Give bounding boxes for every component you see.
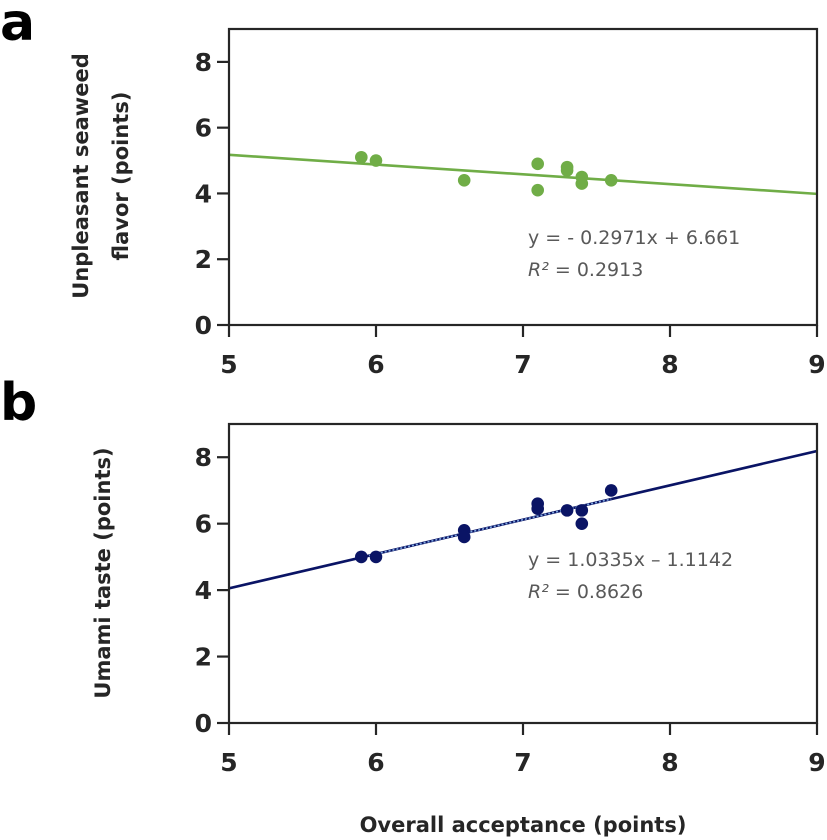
x-tick-label: 7 xyxy=(514,748,531,777)
trendline-b xyxy=(229,449,817,590)
x-tick-label: 8 xyxy=(661,748,678,777)
x-tick-label: 9 xyxy=(808,748,825,777)
x-tick-label: 8 xyxy=(661,350,678,379)
data-point xyxy=(575,517,589,530)
data-point xyxy=(355,150,368,164)
trendline-equation-a: y = - 0.2971x + 6.661 xyxy=(528,227,740,249)
data-point xyxy=(369,550,383,564)
x-tick-label: 5 xyxy=(220,748,237,777)
data-point xyxy=(369,154,383,167)
y-tick-label: 4 xyxy=(195,179,212,208)
data-point xyxy=(457,530,471,544)
y-tick-label: 2 xyxy=(195,643,212,672)
data-point xyxy=(531,502,544,516)
y-axis-title-a: Unpleasant seaweed flavor (points) xyxy=(69,53,133,298)
trendline-equation-b: y = 1.0335x – 1.1142 xyxy=(528,549,733,571)
y-tick-label: 6 xyxy=(195,114,212,143)
r-squared-symbol: R² xyxy=(528,259,549,281)
data-point xyxy=(604,484,618,497)
y-tick-label: 2 xyxy=(195,245,212,274)
y-tick-label: 8 xyxy=(195,443,212,472)
r-squared-value: = 0.2913 xyxy=(549,259,643,281)
panel-label-a: a xyxy=(0,0,35,53)
x-tick-label: 5 xyxy=(220,350,237,379)
y-tick-label: 0 xyxy=(195,311,212,340)
x-tick-label: 9 xyxy=(808,350,825,379)
y-tick-label: 8 xyxy=(195,48,212,77)
data-point xyxy=(531,183,544,197)
y-tick-label: 0 xyxy=(195,709,212,738)
x-tick-label: 7 xyxy=(514,350,531,379)
panel-a: a Unpleasant seaweed flavor (points) 0 2 4 6… xyxy=(0,0,826,379)
plot-area-a: 0 2 4 6 8 5 6 7 8 9 y = - 0.2971x + 6.661 R² = 0.29… xyxy=(195,27,826,379)
plot-frame-b xyxy=(227,422,819,725)
y-tick-label: 4 xyxy=(195,576,212,605)
y-axis-title-b: Umami taste (points) xyxy=(91,447,115,698)
plot-area-b: 0 2 4 6 8 5 6 7 8 9 y = 1.0335x – 1.1142 R² = 0.862… xyxy=(195,422,826,777)
data-point xyxy=(604,173,618,187)
panel-b: b Umami taste (points) 0 2 4 6 8 5 6 7 8 9 y = 1.0… xyxy=(0,373,826,777)
r-squared-symbol: R² xyxy=(528,581,549,603)
y-axis-title-line: Unpleasant seaweed xyxy=(69,53,93,298)
data-point xyxy=(575,177,589,190)
panel-label-b: b xyxy=(0,373,37,433)
trendline-group-a xyxy=(229,153,817,196)
r-squared-a: R² = 0.2913 xyxy=(528,259,643,281)
x-tick-label: 6 xyxy=(367,350,384,379)
r-squared-b: R² = 0.8626 xyxy=(528,581,643,603)
data-point xyxy=(575,504,589,517)
y-axis-title-line: flavor (points) xyxy=(109,92,133,261)
x-tick-label: 6 xyxy=(367,748,384,777)
data-point xyxy=(560,164,574,177)
data-point xyxy=(560,504,574,517)
y-axis-title-line: Umami taste (points) xyxy=(91,447,115,698)
x-axis-title: Overall acceptance (points) xyxy=(360,813,687,837)
plot-frame-a xyxy=(227,27,819,327)
data-point xyxy=(355,550,368,564)
data-point xyxy=(531,157,544,171)
y-tick-label: 6 xyxy=(195,510,212,539)
data-point xyxy=(457,173,471,187)
trendline-a xyxy=(229,153,817,196)
r-squared-value: = 0.8626 xyxy=(549,581,643,603)
